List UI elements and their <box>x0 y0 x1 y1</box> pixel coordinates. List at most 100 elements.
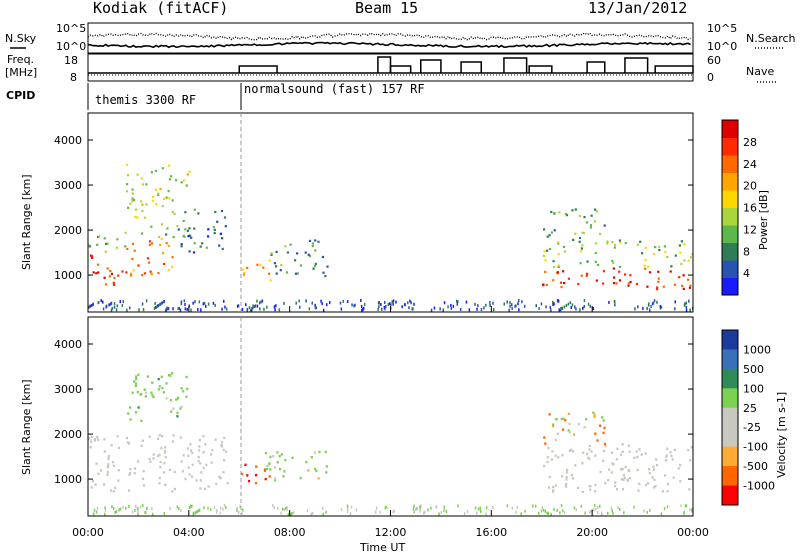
power-cell <box>624 242 627 245</box>
power-cell <box>116 304 119 308</box>
velocity-cell <box>610 506 612 510</box>
velocity-cell <box>443 509 446 512</box>
velocity-colorbar: 1000 500 100 25 -25 -100 -500 -1000 <box>721 329 775 506</box>
power-cell <box>685 305 688 309</box>
power-cell <box>589 224 593 227</box>
velocity-cell <box>666 490 669 493</box>
velocity-cell <box>652 465 655 468</box>
power-cell <box>134 208 138 211</box>
velocity-cell <box>219 476 222 480</box>
velocity-cell <box>603 426 606 430</box>
velocity-cell <box>171 440 175 443</box>
power-cell <box>388 302 391 306</box>
power-cell <box>105 242 108 245</box>
velocity-cell <box>188 473 191 476</box>
power-cell <box>650 305 652 308</box>
velocity-cell <box>213 506 216 510</box>
velocity-cell <box>112 490 115 493</box>
power-cell <box>642 306 644 310</box>
power-cell <box>544 270 547 273</box>
power-cell <box>550 210 553 214</box>
velocity-cell <box>107 465 110 469</box>
power-cell <box>511 303 513 307</box>
power-cell <box>518 299 520 303</box>
velocity-cell <box>588 510 591 514</box>
velocity-cell <box>103 438 106 441</box>
power-cell <box>259 307 261 311</box>
velocity-cell <box>596 511 599 514</box>
velocity-cell <box>590 450 593 453</box>
power-cell <box>659 306 662 310</box>
velocity-cell <box>550 458 553 461</box>
power-cell <box>155 305 158 309</box>
velocity-cell <box>273 466 276 469</box>
power-cell <box>126 174 130 177</box>
velocity-cell <box>137 509 139 513</box>
velocity-cell <box>137 373 140 376</box>
velocity-cell <box>165 382 168 385</box>
noise-tick-right-top: 10^5 <box>707 22 737 35</box>
power-cell <box>180 300 183 304</box>
power-cell <box>503 302 505 306</box>
power-cell <box>689 284 692 287</box>
power-colorbar-segment <box>722 190 738 208</box>
velocity-cell <box>419 506 421 510</box>
velocity-cell <box>266 467 269 471</box>
cpid-label: CPID <box>6 89 35 102</box>
power-cell <box>188 250 191 253</box>
power-cell <box>198 300 201 304</box>
power-cell <box>613 300 616 304</box>
power-cell <box>565 304 568 307</box>
power-cell <box>224 305 226 309</box>
velocity-cell <box>223 503 226 507</box>
power-cell <box>268 259 271 262</box>
power-cell <box>279 269 282 272</box>
power-cell <box>489 301 491 304</box>
velocity-cell <box>511 506 514 510</box>
velocity-cell <box>144 391 147 394</box>
power-cell <box>553 265 556 269</box>
power-cell <box>391 300 393 304</box>
power-cell <box>660 305 663 309</box>
power-heatmap <box>88 163 694 312</box>
power-cell <box>117 274 120 277</box>
power-cell <box>377 308 379 311</box>
power-cell <box>141 203 144 206</box>
power-cell <box>197 308 199 311</box>
velocity-cell <box>636 468 639 472</box>
velocity-cell <box>622 478 625 481</box>
velocity-cell <box>621 487 625 491</box>
power-cell <box>183 299 186 303</box>
power-cell <box>263 307 265 311</box>
power-cell <box>594 252 597 255</box>
velocity-colorbar-tick: 500 <box>743 363 764 376</box>
power-cell <box>105 283 108 286</box>
velocity-cell <box>611 509 613 513</box>
velocity-cell <box>180 509 182 513</box>
velocity-cell <box>99 469 103 472</box>
power-cell <box>296 252 299 255</box>
power-cell <box>205 304 207 308</box>
velocity-cell <box>415 507 417 511</box>
velocity-cell <box>544 442 547 445</box>
power-cell <box>468 308 471 312</box>
power-cell <box>651 302 654 306</box>
velocity-cell <box>209 508 212 512</box>
velocity-cell <box>161 434 164 438</box>
power-cell <box>188 227 191 230</box>
velocity-cell <box>158 453 161 457</box>
power-cell <box>148 240 152 243</box>
velocity-cell <box>666 447 669 450</box>
velocity-cell <box>427 508 429 512</box>
power-cell <box>192 251 196 254</box>
velocity-cell <box>164 451 167 454</box>
velocity-cell <box>574 464 577 467</box>
velocity-cell <box>104 509 107 513</box>
velocity-cell <box>148 435 151 438</box>
velocity-cell <box>272 504 274 508</box>
velocity-cell <box>317 477 320 480</box>
velocity-cell <box>195 479 198 482</box>
velocity-cell <box>191 463 194 466</box>
velocity-cell <box>419 509 421 513</box>
velocity-cell <box>633 456 636 459</box>
